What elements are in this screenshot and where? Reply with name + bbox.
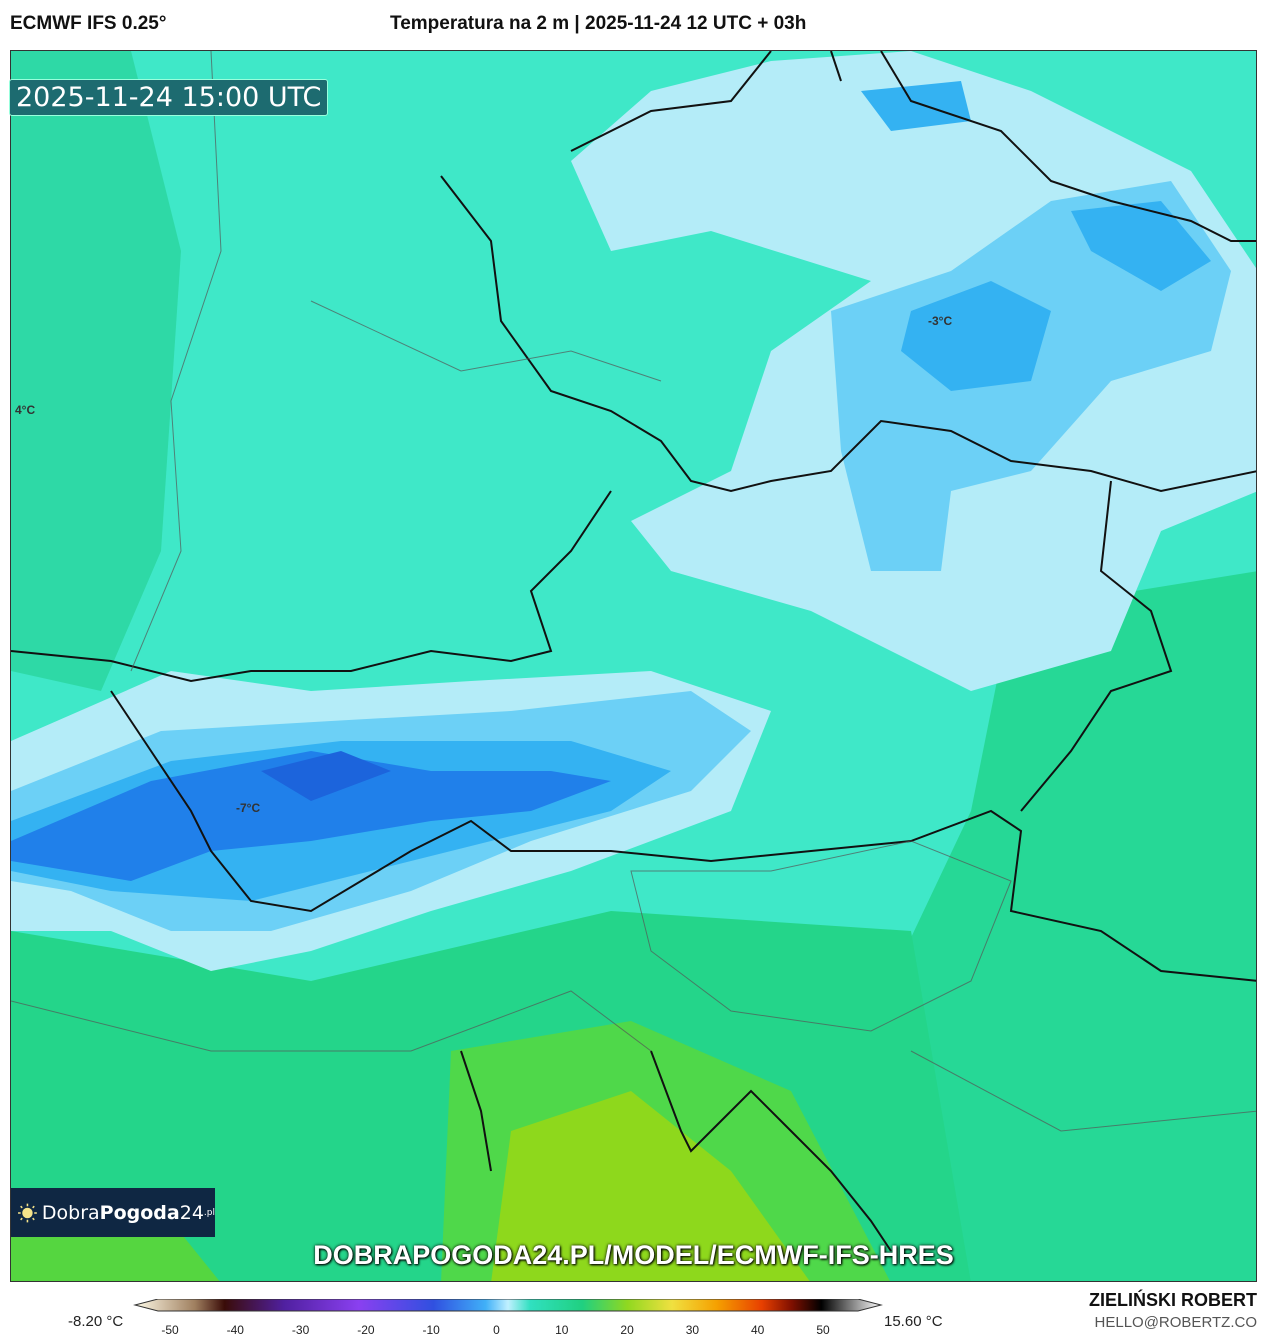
dobrapogoda24-logo[interactable]: Dobra Pogoda 24 .pl bbox=[11, 1188, 215, 1237]
colorbar-min-label: -8.20 °C bbox=[68, 1313, 124, 1330]
colorbar-tick-label: -30 bbox=[291, 1323, 310, 1337]
colorbar-tick-label: 0 bbox=[493, 1323, 500, 1337]
map-title: Temperatura na 2 m | 2025-11-24 12 UTC +… bbox=[390, 13, 807, 34]
colorbar-tick-label: -20 bbox=[357, 1323, 375, 1337]
alps-deepest-blue-zone bbox=[261, 751, 391, 801]
north-mid-blue-zone bbox=[861, 81, 1211, 391]
model-name: ECMWF IFS 0.25° bbox=[10, 13, 167, 34]
author-email[interactable]: HELLO@ROBERTZ.CO bbox=[1094, 1314, 1257, 1331]
temp-label-west: 4°C bbox=[15, 403, 36, 417]
colorbar-tick-label: 10 bbox=[555, 1323, 569, 1337]
temp-label-alps: -7°C bbox=[236, 801, 261, 815]
temperature-map[interactable]: 4°C -3°C -7°C bbox=[10, 50, 1257, 1282]
logo-text-bold: Pogoda bbox=[99, 1201, 180, 1224]
colorbar-tick-label: -40 bbox=[226, 1323, 244, 1337]
adriatic-yellow-zone bbox=[491, 1091, 810, 1281]
colorbar-tick-label: 30 bbox=[685, 1323, 700, 1337]
region-borders bbox=[11, 51, 1256, 1132]
model-url: DOBRAPOGODA24.PL/MODEL/ECMWF-IFS-HRES bbox=[313, 1240, 954, 1270]
colorbar-tick-label: -50 bbox=[161, 1323, 179, 1337]
east-green-zone bbox=[881, 571, 1256, 1281]
country-borders bbox=[11, 51, 1256, 1252]
colorbar-tick-label: -10 bbox=[422, 1323, 440, 1337]
temp-label-north: -3°C bbox=[928, 314, 953, 328]
map-canvas bbox=[11, 51, 1256, 1281]
logo-text-regular: Dobra bbox=[41, 1201, 100, 1224]
colorbar bbox=[133, 1299, 883, 1312]
colorbar-tick-label: 20 bbox=[620, 1323, 634, 1337]
logo-text-num: 24 bbox=[179, 1201, 204, 1224]
colorbar-max-label: 15.60 °C bbox=[884, 1313, 943, 1330]
alps-deep-blue-zone bbox=[11, 751, 611, 881]
valid-time-badge: 2025-11-24 15:00 UTC bbox=[9, 79, 329, 116]
west-green-zone bbox=[11, 51, 181, 691]
logo-text-suffix: .pl bbox=[203, 1207, 215, 1218]
author-name: ZIELIŃSKI ROBERT bbox=[1088, 1290, 1257, 1310]
sun-icon bbox=[18, 1203, 37, 1222]
colorbar-tick-label: 50 bbox=[816, 1323, 830, 1337]
colorbar-tick-label: 40 bbox=[751, 1323, 765, 1337]
